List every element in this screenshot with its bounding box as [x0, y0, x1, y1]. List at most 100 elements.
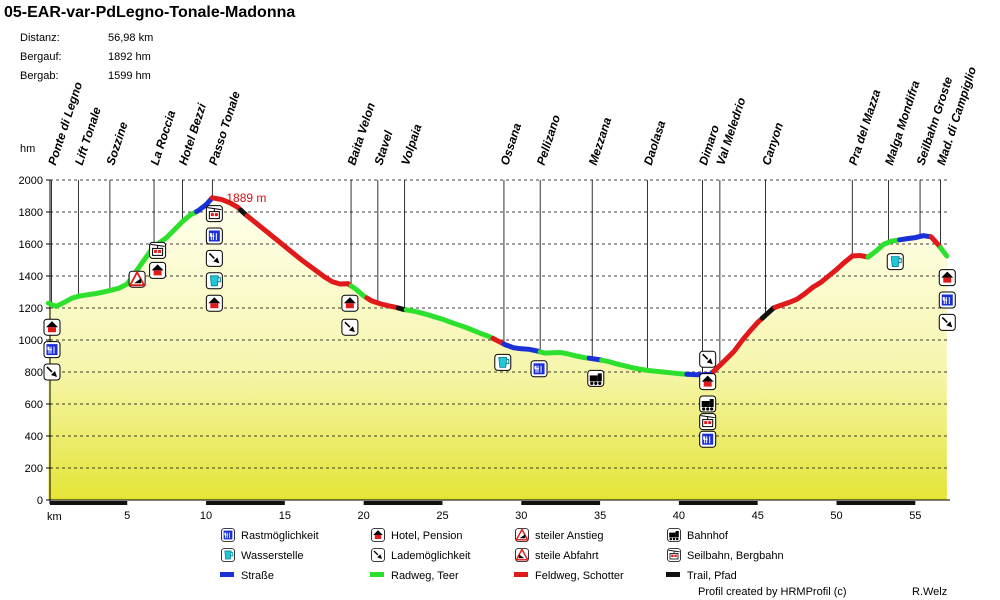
x-tick-label: 15: [279, 510, 291, 522]
x-tick-label: 30: [515, 510, 527, 522]
water-icon: [886, 253, 904, 271]
charging-icon: [938, 313, 956, 331]
y-tick-label: 800: [25, 367, 43, 379]
legend-label: Bahnhof: [687, 530, 729, 542]
y-tick-label: 200: [25, 463, 43, 475]
legend-label: steiler Anstieg: [535, 530, 603, 542]
train-icon: [667, 528, 681, 542]
hotel-icon: [341, 294, 359, 312]
tick-labels: 0 200 400 600 800 1000 1200 1400 1600 1800 2000 5 10…: [19, 175, 922, 522]
legend-label: steile Abfahrt: [535, 550, 599, 562]
profile-segment: [772, 252, 871, 310]
km-band: [521, 501, 601, 505]
profile-segment: [403, 307, 496, 341]
cablecar-icon: [205, 205, 223, 223]
rast-icon: [221, 528, 235, 542]
max-elevation-label: 1889 m: [226, 191, 266, 205]
y-tick-label: 400: [25, 431, 43, 443]
credit-text: Profil created by HRMProfil (c): [698, 586, 847, 598]
y-tick-label: 1200: [19, 303, 43, 315]
stat-value: 56,98 km: [108, 32, 154, 44]
water-icon: [221, 548, 235, 562]
cablecar-icon: [667, 548, 681, 562]
stat-label: Bergauf:: [20, 51, 62, 63]
profile-segment: [209, 195, 244, 213]
profile-segment: [599, 357, 690, 377]
profile-segment: [897, 233, 934, 243]
train-icon: [699, 395, 717, 413]
cablecar-icon: [149, 241, 167, 259]
hotel-icon: [699, 373, 717, 391]
km-band: [50, 501, 128, 505]
charging-icon: [341, 318, 359, 336]
km-band: [836, 501, 916, 505]
rast-icon: [938, 291, 956, 309]
hotel-icon: [149, 261, 167, 279]
legend-swatch: [666, 572, 680, 577]
cablecar-icon: [699, 413, 717, 431]
hotel-icon: [205, 294, 223, 312]
km-band: [678, 501, 758, 505]
y-tick-label: 2000: [19, 175, 43, 187]
y-tick-label: 1000: [19, 335, 43, 347]
profile-segment: [537, 349, 592, 361]
x-tick-label: 5: [124, 510, 130, 522]
author-text: R.Welz: [912, 586, 948, 598]
profile-segment: [865, 237, 903, 260]
legend-label: Radweg, Teer: [391, 570, 459, 582]
profile-area: [48, 197, 947, 501]
stat-value: 1892 hm: [108, 51, 151, 63]
profile-segment: [194, 195, 215, 215]
hotel-icon: [938, 269, 956, 287]
stat-value: 1599 hm: [108, 70, 151, 82]
x-tick-label: 25: [436, 510, 448, 522]
x-tick-label: 50: [830, 510, 842, 522]
y-tick-label: 600: [25, 399, 43, 411]
legend-label: Seilbahn, Bergbahn: [687, 550, 784, 562]
steep-climb-icon: [515, 527, 529, 542]
legend-label: Lademöglichkeit: [391, 550, 471, 562]
profile-fill: [48, 197, 947, 501]
legend-swatch: [370, 572, 384, 577]
legend-label: Hotel, Pension: [391, 530, 463, 542]
hotel-icon: [371, 528, 385, 542]
profile-segment: [501, 341, 543, 355]
legend-swatch: [514, 572, 528, 577]
profile-segment: [45, 209, 200, 310]
profile-segment: [244, 213, 354, 289]
charging-icon: [205, 249, 223, 267]
legend-label: Wasserstelle: [241, 550, 304, 562]
rast-icon: [43, 341, 61, 359]
train-icon: [587, 369, 605, 387]
poi-symbols: [43, 205, 956, 448]
rast-icon: [699, 430, 717, 448]
y-tick-label: 1400: [19, 271, 43, 283]
profile-title: 05-EAR-var-PdLegno-Tonale-Madonna: [4, 4, 296, 21]
x-tick-label: 55: [909, 510, 921, 522]
stat-descent: Bergab: 1599 hm: [20, 70, 170, 84]
x-tick-label: 40: [673, 510, 685, 522]
x-tick-label: 35: [594, 510, 606, 522]
water-icon: [205, 272, 223, 290]
legend-swatch: [220, 572, 234, 577]
stat-label: Distanz:: [20, 32, 60, 44]
legend-label: Straße: [241, 570, 274, 582]
hotel-icon: [43, 318, 61, 336]
legend-label: Rastmöglichkeit: [241, 530, 319, 542]
profile-segment: [364, 295, 401, 311]
profile-line: [45, 195, 950, 378]
profile-segment: [938, 245, 950, 259]
x-tick-label: 45: [752, 510, 764, 522]
y-tick-label: 1800: [19, 207, 43, 219]
steep-descent-icon: [515, 547, 529, 562]
y-tick-label: 1600: [19, 239, 43, 251]
charging-icon: [699, 350, 717, 368]
water-icon: [494, 353, 512, 371]
x-tick-label: 20: [358, 510, 370, 522]
y-tick-label: 0: [37, 495, 43, 507]
rast-icon: [530, 360, 548, 378]
axes: [49, 180, 950, 505]
y-unit-label: hm: [20, 143, 35, 155]
